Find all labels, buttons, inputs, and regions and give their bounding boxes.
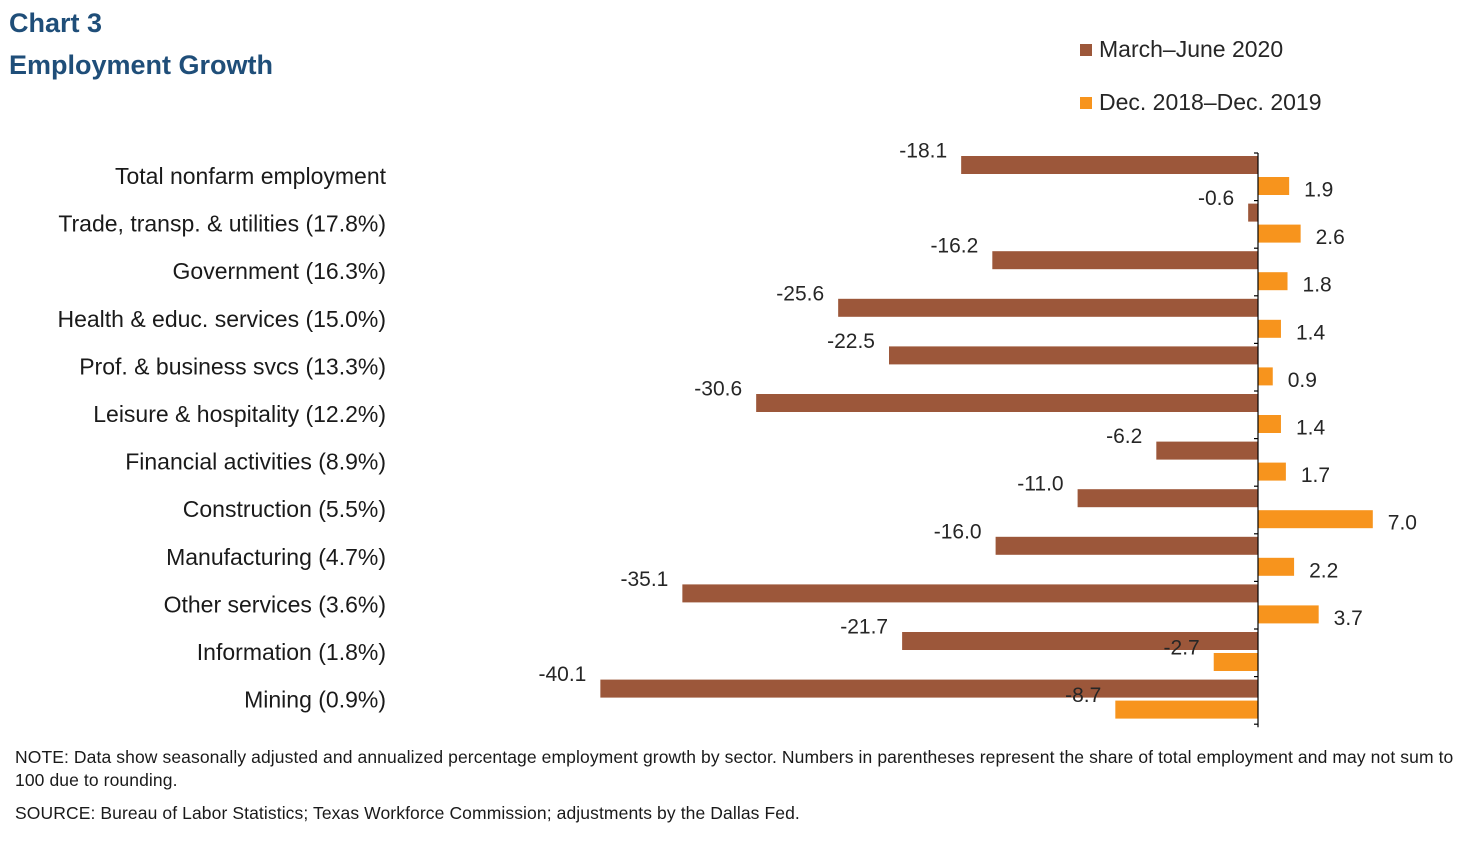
data-label-series1: -35.1 bbox=[620, 568, 668, 591]
bar-series1 bbox=[600, 679, 1258, 698]
chart-source: SOURCE: Bureau of Labor Statistics; Texa… bbox=[15, 803, 800, 823]
chart-note: NOTE: Data show seasonally adjusted and … bbox=[15, 747, 1454, 790]
data-label-series2: 3.7 bbox=[1334, 607, 1363, 630]
category-label: Total nonfarm employment bbox=[115, 163, 387, 189]
bar-series2 bbox=[1258, 557, 1295, 576]
bar-series2 bbox=[1258, 319, 1281, 338]
category-label: Manufacturing (4.7%) bbox=[166, 544, 386, 570]
data-label-series1: -6.2 bbox=[1106, 425, 1142, 448]
bar-series2 bbox=[1258, 177, 1290, 195]
legend-swatch-series2 bbox=[1080, 96, 1092, 109]
legend-item-series2: Dec. 2018–Dec. 2019 bbox=[1080, 89, 1322, 116]
data-label-series1: -11.0 bbox=[1017, 473, 1063, 496]
data-label-series2: 1.8 bbox=[1303, 274, 1332, 297]
data-label-series2: 7.0 bbox=[1388, 512, 1417, 535]
chart-title-line2: Employment Growth bbox=[9, 50, 274, 80]
data-label-series2: -8.7 bbox=[1065, 684, 1101, 707]
legend-item-series1: March–June 2020 bbox=[1080, 36, 1283, 63]
category-label: Other services (3.6%) bbox=[164, 591, 386, 617]
bar-series2 bbox=[1258, 415, 1281, 433]
data-label-series1: -16.0 bbox=[934, 520, 982, 543]
data-label-series1: -16.2 bbox=[930, 235, 978, 258]
bar-series1 bbox=[961, 156, 1258, 174]
category-label: Health & educ. services (15.0%) bbox=[57, 306, 386, 332]
category-label: Government (16.3%) bbox=[173, 258, 386, 284]
bar-series2 bbox=[1258, 224, 1301, 243]
bar-series1 bbox=[1077, 489, 1258, 508]
data-label-series2: 0.9 bbox=[1288, 369, 1317, 392]
bar-series2 bbox=[1258, 510, 1373, 529]
bar-series1 bbox=[889, 346, 1258, 365]
category-label: Leisure & hospitality (12.2%) bbox=[93, 401, 386, 427]
legend-label-series2: Dec. 2018–Dec. 2019 bbox=[1099, 89, 1322, 115]
data-label-series2: 1.7 bbox=[1301, 464, 1330, 487]
data-label-series2: 1.4 bbox=[1296, 321, 1326, 344]
bar-series2 bbox=[1115, 700, 1258, 719]
data-label-series1: -0.6 bbox=[1198, 187, 1234, 210]
chart-title-line1: Chart 3 bbox=[9, 8, 103, 38]
bar-series2 bbox=[1258, 272, 1288, 291]
data-label-series1: -22.5 bbox=[827, 330, 875, 353]
data-label-series2: 1.9 bbox=[1304, 179, 1333, 202]
bar-series1 bbox=[1156, 441, 1258, 460]
bar-series1 bbox=[902, 632, 1258, 650]
data-label-series2: 2.6 bbox=[1316, 226, 1345, 249]
category-label: Mining (0.9%) bbox=[244, 687, 386, 713]
data-label-series1: -21.7 bbox=[840, 616, 888, 639]
bar-series2 bbox=[1213, 653, 1258, 671]
bar-series2 bbox=[1258, 605, 1319, 624]
bar-series1 bbox=[838, 298, 1258, 317]
data-label-series1: -25.6 bbox=[776, 282, 824, 305]
bar-series1 bbox=[995, 536, 1258, 555]
data-label-series1: -40.1 bbox=[538, 663, 586, 686]
data-label-series1: -30.6 bbox=[694, 378, 742, 401]
data-label-series2: -2.7 bbox=[1164, 637, 1200, 660]
legend-label-series1: March–June 2020 bbox=[1099, 36, 1284, 62]
category-label: Prof. & business svcs (13.3%) bbox=[79, 353, 386, 379]
data-label-series2: 1.4 bbox=[1296, 417, 1326, 440]
bar-series1 bbox=[756, 394, 1258, 412]
bar-series2 bbox=[1258, 367, 1273, 386]
bar-series1 bbox=[1248, 203, 1258, 222]
bar-series1 bbox=[682, 584, 1258, 603]
legend-swatch-series1 bbox=[1080, 43, 1092, 56]
category-label: Information (1.8%) bbox=[197, 639, 386, 665]
data-label-series1: -18.1 bbox=[899, 140, 947, 163]
bar-series2 bbox=[1258, 462, 1286, 481]
data-label-series2: 2.2 bbox=[1309, 559, 1338, 582]
bar-series1 bbox=[992, 251, 1258, 270]
category-label: Construction (5.5%) bbox=[183, 496, 386, 522]
category-label: Financial activities (8.9%) bbox=[125, 449, 386, 475]
category-label: Trade, transp. & utilities (17.8%) bbox=[58, 211, 386, 237]
